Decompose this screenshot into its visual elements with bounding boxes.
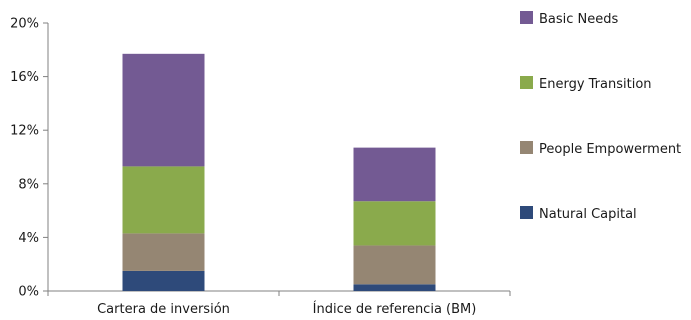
bars <box>122 53 436 291</box>
y-tick-label: 4% <box>18 231 39 246</box>
legend-swatch <box>520 11 533 24</box>
x-tick-label: Índice de referencia (BM) <box>313 301 477 317</box>
y-tick-label: 0% <box>18 285 39 300</box>
legend-label: Basic Needs <box>539 12 619 27</box>
legend-swatch <box>520 76 533 89</box>
x-tick-label: Cartera de inversión <box>97 302 230 317</box>
bar-segment-basic-needs <box>353 147 436 202</box>
bar-segment-people-empowerment <box>122 233 205 271</box>
y-tick-label: 16% <box>10 70 39 85</box>
bar-segment-energy-transition <box>122 166 205 234</box>
bar-segment-energy-transition <box>353 201 436 246</box>
y-tick-label: 8% <box>18 177 39 192</box>
legend-swatch <box>520 141 533 154</box>
bar-segment-natural-capital <box>122 270 205 291</box>
bar-segment-natural-capital <box>353 284 436 291</box>
bar-segment-people-empowerment <box>353 245 436 285</box>
legend-label: Natural Capital <box>539 207 637 222</box>
legend-label: People Empowerment <box>539 142 681 157</box>
legend-swatch <box>520 206 533 219</box>
bar-segment-basic-needs <box>122 53 205 167</box>
y-tick-label: 20% <box>10 17 39 32</box>
axes: 0% 4% 8% 12% 16% 20% Cartera de inversión Índic… <box>10 17 511 317</box>
y-tick-label: 12% <box>10 124 39 139</box>
legend-label: Energy Transition <box>539 77 652 92</box>
legend: Basic Needs Energy Transition People Empow… <box>520 11 681 222</box>
